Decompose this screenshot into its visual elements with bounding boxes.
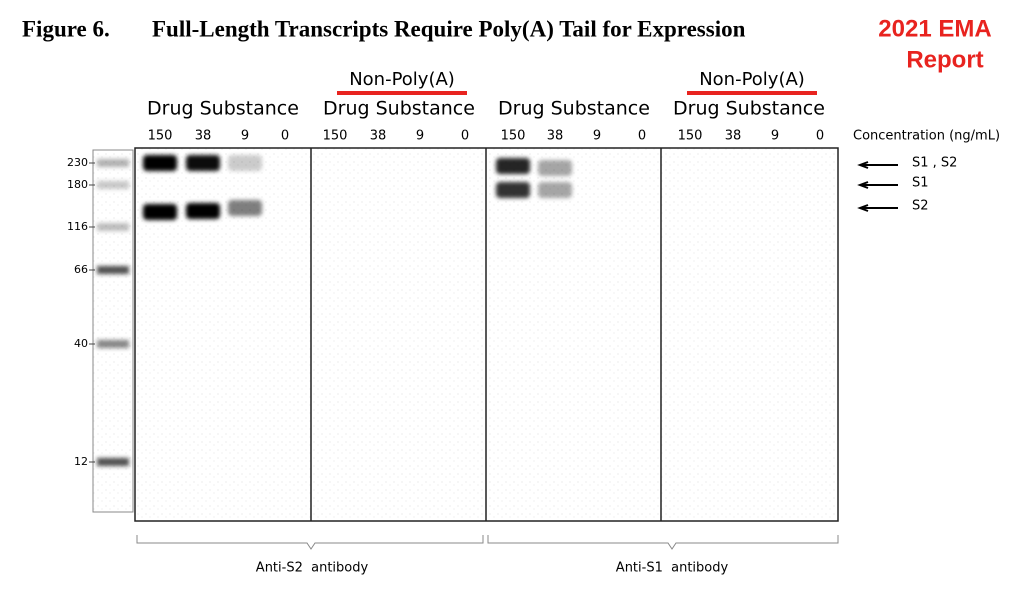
- marker-label: 180: [67, 178, 88, 191]
- panel-name: Drug Substance: [498, 98, 650, 120]
- concentration: 150: [501, 129, 526, 144]
- marker-label: 66: [74, 263, 88, 276]
- concentration: 0: [281, 129, 289, 144]
- marker-label: 40: [74, 337, 88, 350]
- protein-band: [186, 155, 220, 171]
- concentration: 38: [370, 129, 387, 144]
- protein-band: [496, 182, 530, 198]
- concentration: 38: [547, 129, 564, 144]
- gel: [92, 147, 839, 522]
- concentration: 150: [678, 129, 703, 144]
- ladder-band: [97, 223, 129, 231]
- antibody-bracket: [136, 535, 839, 550]
- marker-label: 12: [74, 455, 88, 468]
- ladder-lane: [92, 149, 134, 513]
- arrow-label: S1: [912, 176, 929, 191]
- antibody-label: Anti-S1 antibody: [616, 561, 729, 576]
- concentration: 9: [416, 129, 424, 144]
- protein-band: [143, 155, 177, 171]
- arrow: [857, 204, 898, 212]
- panel-tag: Non-Poly(A): [699, 69, 805, 90]
- protein-band: [228, 155, 262, 171]
- figure-title: Full-Length Transcripts Require Poly(A) …: [152, 16, 746, 41]
- concentration: 150: [323, 129, 348, 144]
- arrow-label: S1 , S2: [912, 156, 957, 171]
- ladder-band: [97, 458, 129, 466]
- protein-band: [538, 182, 572, 198]
- ladder-band: [97, 340, 129, 348]
- arrow: [857, 161, 898, 169]
- ladder-band: [97, 181, 129, 189]
- concentration: 0: [461, 129, 469, 144]
- ladder-band: [97, 266, 129, 274]
- badge-line: Report: [906, 46, 983, 73]
- protein-band: [143, 204, 177, 220]
- concentration-label: Concentration (ng/mL): [853, 129, 1000, 144]
- arrow: [857, 181, 898, 189]
- protein-band: [186, 203, 220, 219]
- concentration: 9: [593, 129, 601, 144]
- panel-tag: Non-Poly(A): [349, 69, 455, 90]
- ladder-band: [97, 159, 129, 167]
- concentration: 9: [771, 129, 779, 144]
- badge-line: 2021 EMA: [878, 15, 991, 42]
- protein-band: [228, 200, 262, 216]
- protein-band: [496, 158, 530, 174]
- marker-label: 230: [67, 156, 88, 169]
- protein-band: [538, 160, 572, 176]
- concentration: 150: [148, 129, 173, 144]
- panel-name: Drug Substance: [147, 98, 299, 120]
- panel-name: Drug Substance: [323, 98, 475, 120]
- panel-name: Drug Substance: [673, 98, 825, 120]
- concentration: 38: [195, 129, 212, 144]
- concentration: 0: [638, 129, 646, 144]
- figure-number: Figure 6.: [22, 16, 110, 41]
- antibody-label: Anti-S2 antibody: [256, 561, 369, 576]
- concentration: 38: [725, 129, 742, 144]
- arrow-label: S2: [912, 199, 929, 214]
- marker-label: 116: [67, 220, 88, 233]
- concentration: 0: [816, 129, 824, 144]
- concentration: 9: [241, 129, 249, 144]
